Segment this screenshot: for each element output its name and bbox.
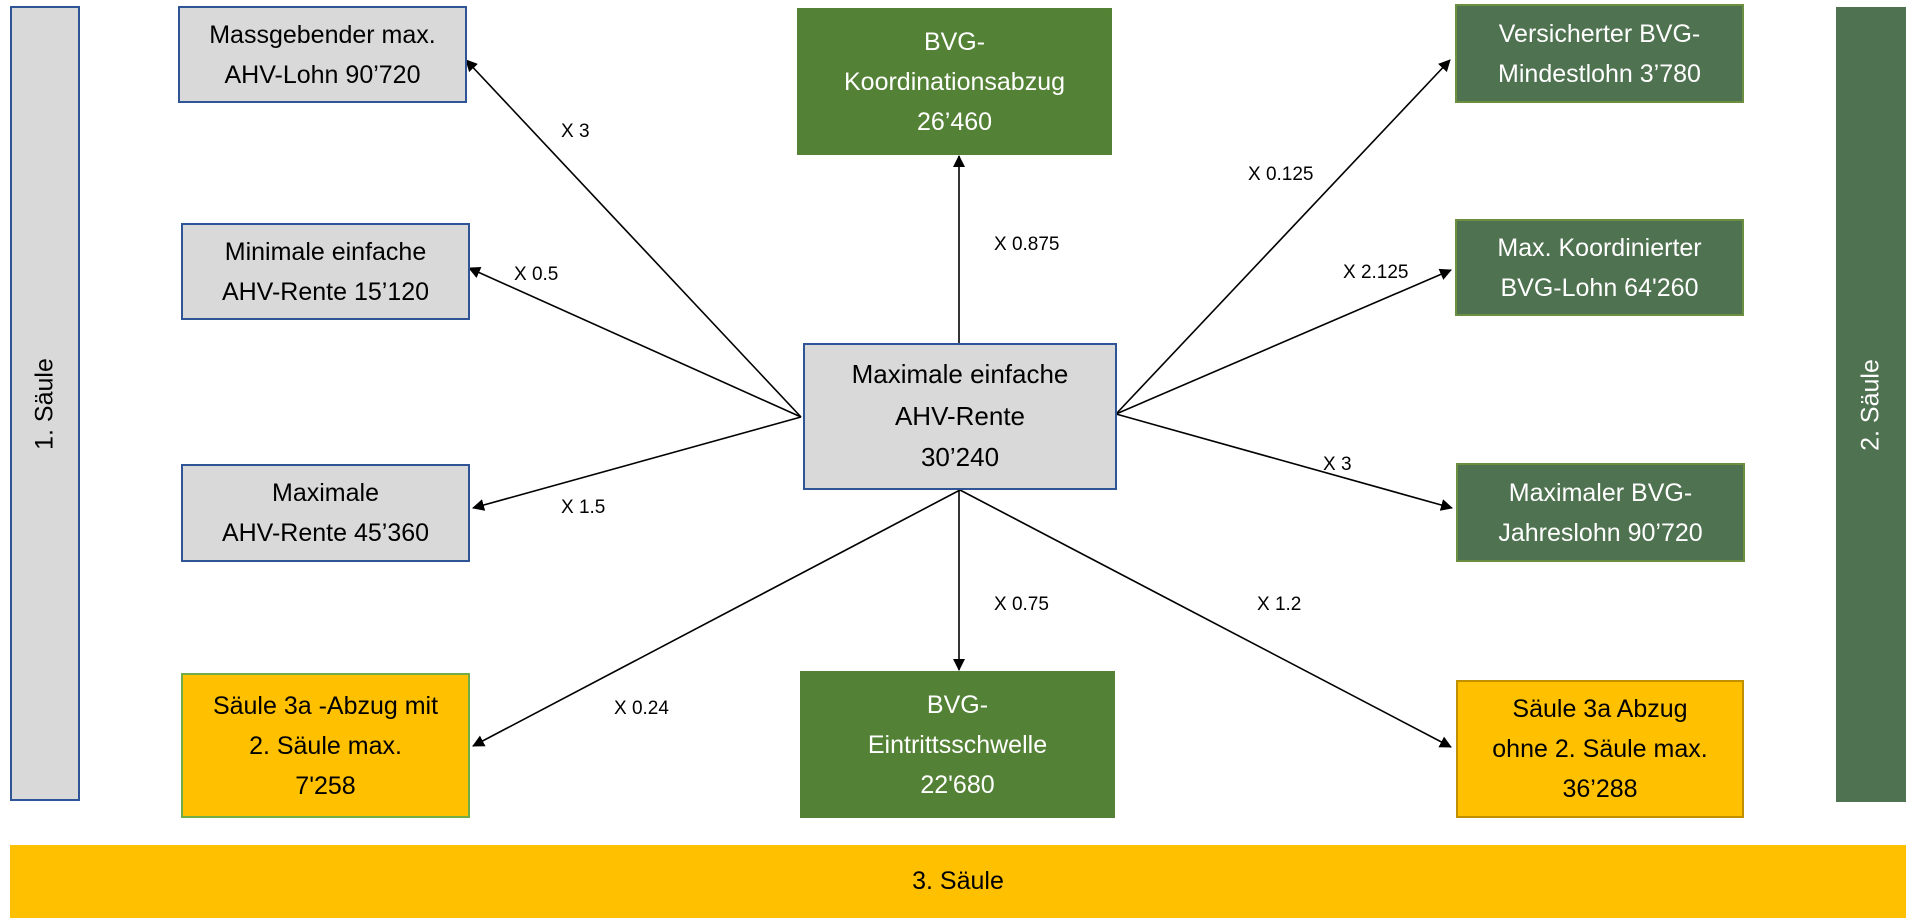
node-bvg-jahreslohn: Maximaler BVG- Jahreslohn 90’720 <box>1456 463 1745 562</box>
node-koordinierter-label: Max. Koordinierter BVG-Lohn 64'260 <box>1497 233 1702 302</box>
center-node-label: Maximale einfache AHV-Rente 30’240 <box>851 359 1069 473</box>
arrow-massgebender <box>465 59 802 418</box>
arrow-mindestlohn <box>1115 59 1451 415</box>
node-massgebender-ahv-lohn: Massgebender max. AHV-Lohn 90’720 <box>178 6 467 103</box>
arrow-maximale <box>472 416 802 511</box>
node-maximale-ahv-rente: Maximale AHV-Rente 45’360 <box>181 464 470 562</box>
node-minimale-ahv-rente: Minimale einfache AHV-Rente 15’120 <box>181 223 470 320</box>
factor-saeule3a-ohne: X 1.2 <box>1257 594 1302 615</box>
factor-maximale: X 1.5 <box>561 497 606 518</box>
node-koordinierter-bvg-lohn: Max. Koordinierter BVG-Lohn 64'260 <box>1455 219 1744 316</box>
node-saeule3a-mit-label: Säule 3a -Abzug mit 2. Säule max. 7'258 <box>212 691 439 800</box>
arrow-saeule3a-ohne <box>959 489 1452 748</box>
node-saeule3a-ohne: Säule 3a Abzug ohne 2. Säule max. 36’288 <box>1456 680 1744 818</box>
factor-mindestlohn: X 0.125 <box>1248 164 1314 185</box>
arrow-koordinierter <box>1115 268 1452 415</box>
second-pillar-bar: 2. Säule <box>1836 7 1906 802</box>
node-massgebender-label: Massgebender max. AHV-Lohn 90’720 <box>209 20 436 89</box>
node-saeule3a-ohne-label: Säule 3a Abzug ohne 2. Säule max. 36’288 <box>1492 695 1708 803</box>
factor-minimale: X 0.5 <box>514 264 559 285</box>
arrow-minimale <box>468 267 802 418</box>
node-jahreslohn-label: Maximaler BVG- Jahreslohn 90’720 <box>1498 478 1703 547</box>
node-minimale-label: Minimale einfache AHV-Rente 15’120 <box>221 237 430 306</box>
factor-koordinierter: X 2.125 <box>1343 262 1409 283</box>
factor-koordinationsabzug: X 0.875 <box>994 234 1060 255</box>
first-pillar-bar: 1. Säule <box>10 6 80 801</box>
node-bvg-mindestlohn: Versicherter BVG- Mindestlohn 3’780 <box>1455 4 1744 103</box>
factor-eintrittsschwelle: X 0.75 <box>994 594 1049 615</box>
node-bvg-koordinationsabzug: BVG- Koordinationsabzug 26’460 <box>797 8 1112 155</box>
center-node-max-ahv-rente: Maximale einfache AHV-Rente 30’240 <box>803 343 1117 490</box>
node-koordinationsabzug-label: BVG- Koordinationsabzug 26’460 <box>844 27 1065 136</box>
third-pillar-bar: 3. Säule <box>10 845 1906 918</box>
node-mindestlohn-label: Versicherter BVG- Mindestlohn 3’780 <box>1498 19 1701 88</box>
arrow-saeule3a-mit <box>472 489 961 747</box>
node-eintrittsschwelle-label: BVG- Eintrittsschwelle 22'680 <box>867 690 1048 799</box>
arrow-jahreslohn <box>1115 413 1453 511</box>
node-bvg-eintrittsschwelle: BVG- Eintrittsschwelle 22'680 <box>800 671 1115 818</box>
node-maximale-label: Maximale AHV-Rente 45’360 <box>221 479 430 547</box>
factor-jahreslohn: X 3 <box>1323 454 1352 475</box>
factor-saeule3a-mit: X 0.24 <box>614 698 669 719</box>
third-pillar-label: 3. Säule <box>912 867 1004 895</box>
node-saeule3a-mit: Säule 3a -Abzug mit 2. Säule max. 7'258 <box>181 673 470 818</box>
factor-massgebender: X 3 <box>561 121 590 142</box>
